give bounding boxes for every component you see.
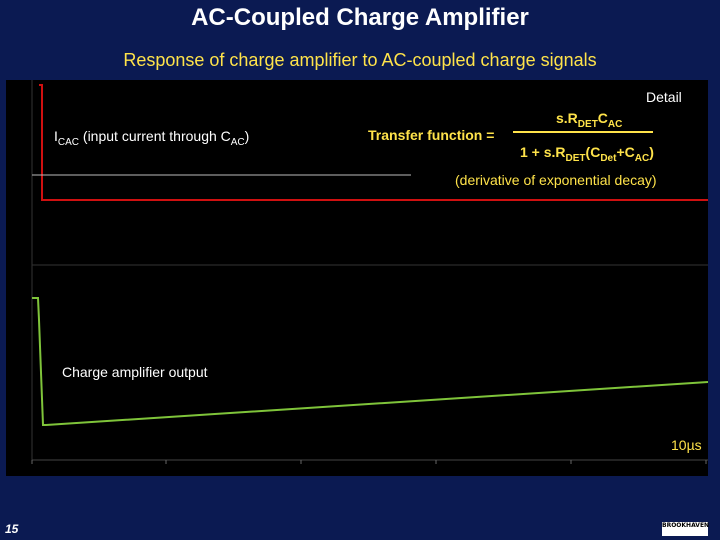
slide-title: AC-Coupled Charge Amplifier: [191, 4, 529, 31]
waveform-svg: [31, 80, 708, 464]
current-label: ICAC (input current through CAC): [54, 128, 250, 148]
brookhaven-logo: BROOKHAVEN: [662, 522, 709, 536]
fraction-bar: [513, 131, 653, 133]
transfer-denominator: 1 + s.RDET(CDet+CAC): [520, 144, 654, 164]
x-ticks: [31, 460, 707, 464]
output-label: Charge amplifier output: [62, 364, 208, 380]
detail-label: Detail: [646, 89, 682, 105]
waveform-plot: ICAC (input current through CAC) Charge …: [6, 80, 708, 476]
transfer-function-label: Transfer function =: [368, 127, 495, 143]
derivative-note: (derivative of exponential decay): [455, 172, 657, 188]
time-scale-label: 10µs: [671, 437, 702, 453]
transfer-numerator: s.RDETCAC: [556, 110, 623, 130]
slide-subtitle: Response of charge amplifier to AC-coupl…: [123, 50, 597, 70]
output-trace: [32, 297, 708, 426]
slide-number: 15: [5, 522, 19, 536]
current-trace: [39, 84, 708, 201]
